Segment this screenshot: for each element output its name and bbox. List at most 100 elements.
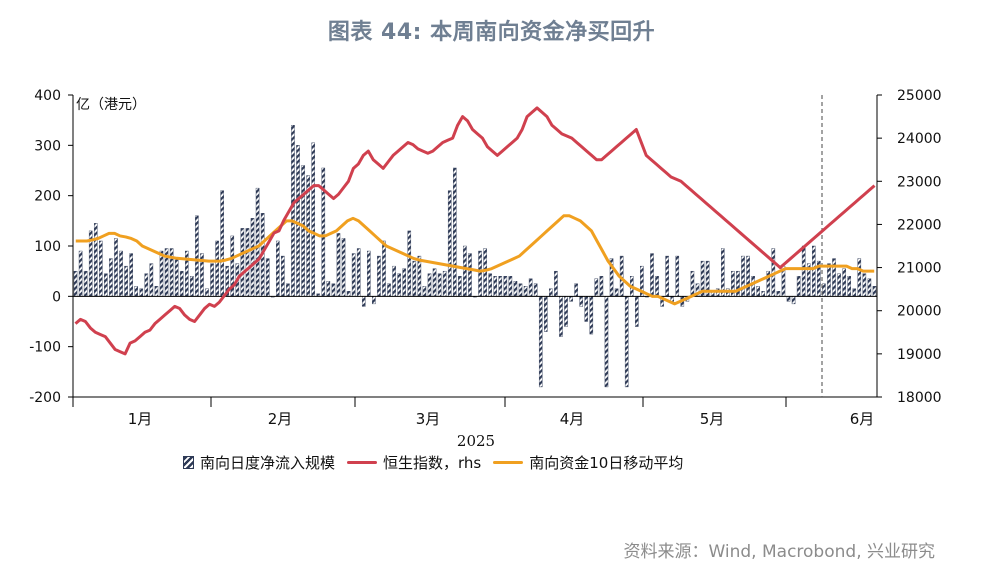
- bar-net-inflow: [599, 276, 604, 297]
- bar-net-inflow: [528, 278, 533, 297]
- y-left-tick-label: 400: [34, 88, 61, 104]
- bar-net-inflow: [847, 276, 851, 297]
- x-tick-label: 2月: [268, 410, 293, 428]
- bar-net-inflow: [149, 263, 154, 297]
- bar-net-inflow: [240, 228, 245, 297]
- bar-net-inflow: [579, 296, 583, 307]
- bar-net-inflow: [468, 253, 472, 297]
- bar-net-inflow: [139, 288, 144, 297]
- x-tick-label: 6月: [850, 410, 875, 428]
- y-right-tick-label: 22000: [897, 217, 942, 233]
- bar-net-inflow: [174, 258, 179, 297]
- bar-net-inflow: [872, 286, 877, 297]
- bar-net-inflow: [736, 270, 740, 297]
- legend-item-ma10: 南向资金10日移动平均: [493, 452, 683, 473]
- bar-net-inflow: [670, 296, 674, 302]
- line-hsi: [74, 106, 876, 356]
- bar-net-inflow: [624, 296, 629, 388]
- bar-net-inflow: [159, 250, 164, 297]
- bar-net-inflow: [488, 273, 492, 297]
- bar-net-inflow: [564, 296, 568, 327]
- bar-net-inflow: [751, 276, 755, 297]
- bar-net-inflow: [397, 273, 401, 297]
- bar-net-inflow: [83, 270, 88, 297]
- bar-net-inflow: [392, 265, 396, 297]
- source-note: 资料来源：Wind, Macrobond, 兴业研究: [623, 542, 935, 562]
- bar-net-inflow: [210, 263, 214, 297]
- bar-net-inflow: [377, 255, 381, 297]
- y-left-tick-label: 100: [34, 239, 61, 255]
- bar-net-inflow: [417, 255, 422, 297]
- bar-net-inflow: [114, 238, 118, 297]
- y-left-unit-label: 亿（港元）: [76, 97, 146, 113]
- bar-net-inflow: [190, 276, 194, 297]
- bar-net-inflow: [276, 240, 280, 297]
- x-tick-label: 5月: [700, 410, 725, 428]
- bar-net-inflow: [382, 240, 386, 297]
- bar-net-inflow: [837, 273, 841, 297]
- bar-net-inflow: [124, 265, 128, 297]
- bar-net-inflow: [776, 291, 781, 297]
- bar-net-inflow: [422, 286, 427, 297]
- bar-net-inflow: [255, 187, 260, 297]
- page-title: 图表 44: 本周南向资金净买回升: [327, 20, 656, 45]
- bar-net-inflow: [301, 165, 305, 297]
- bar-net-inflow: [589, 296, 594, 335]
- bar-net-inflow: [867, 278, 872, 297]
- bar-net-inflow: [675, 255, 680, 297]
- chart-legend: 南向日度净流入规模 恒生指数，rhs 南向资金10日移动平均: [183, 452, 695, 473]
- bar-net-inflow: [463, 245, 467, 297]
- y-left-tick-label: 300: [34, 138, 61, 154]
- bar-net-inflow: [796, 276, 801, 297]
- bar-net-inflow: [407, 230, 412, 297]
- bar-net-inflow: [852, 288, 857, 297]
- legend-swatch-hsi: [347, 461, 378, 464]
- axes: [68, 94, 882, 407]
- bar-net-inflow: [665, 255, 669, 297]
- bar-net-inflow: [367, 250, 371, 297]
- bar-net-inflow: [286, 283, 290, 297]
- bar-net-inflow: [326, 281, 331, 297]
- y-right-tick-label: 25000: [897, 88, 942, 104]
- bar-net-inflow: [341, 238, 346, 297]
- bar-net-inflow: [78, 250, 83, 297]
- bar-net-inflow: [437, 273, 442, 297]
- axis-labels: 400 300 200 100 0 -100 -200 25000 24000 23000 2200…: [29, 88, 941, 450]
- net-inflow-bars: [73, 124, 877, 388]
- y-left-tick-label: 200: [34, 189, 61, 205]
- y-left-tick-label: -100: [29, 340, 61, 356]
- legend-item-hsi: 恒生指数，rhs: [347, 452, 481, 473]
- legend-label-hsi: 恒生指数，rhs: [383, 454, 482, 472]
- bar-net-inflow: [842, 268, 846, 297]
- bar-net-inflow: [447, 190, 452, 297]
- bar-net-inflow: [281, 255, 285, 297]
- bar-net-inflow: [690, 270, 695, 297]
- bar-net-inflow: [584, 296, 589, 322]
- bar-net-inflow: [513, 281, 518, 297]
- bar-net-inflow: [220, 190, 224, 297]
- bar-net-inflow: [387, 283, 391, 297]
- bar-net-inflow: [761, 291, 765, 297]
- bar-net-inflow: [741, 255, 745, 297]
- legend-label-bars: 南向日度净流入规模: [200, 454, 336, 472]
- bar-net-inflow: [554, 270, 558, 297]
- bar-net-inflow: [503, 276, 508, 297]
- bar-net-inflow: [205, 288, 209, 297]
- bar-net-inflow: [569, 296, 573, 302]
- bar-net-inflow: [195, 215, 199, 297]
- bar-net-inflow: [635, 296, 639, 327]
- x-tick-label: 3月: [416, 410, 441, 428]
- y-right-tick-label: 19000: [897, 347, 942, 363]
- bar-net-inflow: [832, 258, 836, 297]
- legend-item-bars: 南向日度净流入规模: [183, 452, 335, 473]
- bar-net-inflow: [154, 286, 159, 297]
- bar-net-inflow: [498, 276, 503, 297]
- bar-net-inflow: [523, 286, 528, 297]
- bar-net-inflow: [331, 283, 336, 297]
- bar-net-inflow: [756, 286, 760, 297]
- bar-net-inflow: [73, 270, 78, 297]
- bar-net-inflow: [119, 250, 123, 297]
- bar-net-inflow: [346, 291, 351, 297]
- bar-net-inflow: [650, 253, 654, 297]
- bar-net-inflow: [594, 278, 599, 297]
